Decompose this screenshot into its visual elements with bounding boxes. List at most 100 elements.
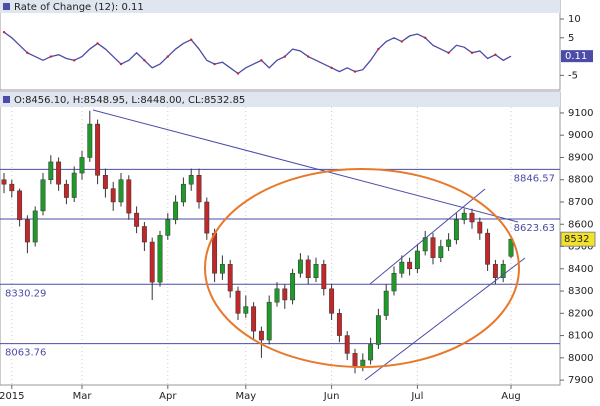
candle-body [492, 264, 498, 278]
roc-point [260, 59, 263, 62]
candle-body [9, 183, 15, 192]
candle-body [500, 264, 506, 278]
candle-body [258, 330, 264, 341]
candle-body [110, 188, 116, 203]
y-tick-label: 8100 [568, 331, 593, 342]
candle-body [461, 212, 467, 221]
candle-body [422, 237, 428, 252]
x-tick-label: 2015 [0, 391, 25, 402]
candle-body [453, 219, 459, 241]
candle-body [360, 359, 366, 367]
roc-point [26, 51, 29, 55]
last-price-box [560, 231, 596, 247]
candle-body [1, 179, 7, 185]
price-title: O:8456.10, H:8548.95, L:8448.00, CL:8532… [14, 95, 245, 106]
candle-body [407, 261, 413, 270]
price-header [0, 92, 560, 107]
roc-point [49, 55, 52, 58]
y-tick-label: 8900 [568, 152, 593, 163]
last-value-label: 0.11 [565, 51, 587, 62]
candle-body [375, 315, 381, 345]
roc-point [73, 59, 76, 62]
roc-point [143, 59, 146, 62]
roc-title: Rate of Change (12): 0.11 [14, 2, 144, 13]
channel-upper [369, 188, 486, 285]
candle-body [438, 246, 444, 258]
y-tick-label: 9000 [568, 130, 593, 141]
candle-body [297, 259, 303, 274]
candle-body [180, 183, 186, 203]
roc-panel [0, 0, 561, 91]
highlight-ellipse [204, 168, 520, 368]
candle-body [188, 175, 194, 185]
roc-point [424, 36, 427, 39]
candle-body [173, 201, 179, 221]
channel-lower [364, 257, 526, 381]
y-tick-label: -5 [568, 70, 578, 81]
roc-point [377, 47, 380, 51]
candle-body [157, 235, 163, 283]
roc-point [447, 51, 450, 55]
last-price-label: 8532 [564, 234, 589, 245]
roc-point [166, 55, 169, 58]
candle-body [290, 272, 296, 301]
candle-body [48, 161, 54, 180]
candle-body [227, 264, 233, 292]
candle-body [352, 353, 358, 367]
candle-body [430, 237, 436, 258]
candle-body [95, 123, 101, 176]
candle-body [212, 232, 218, 274]
roc-point [190, 38, 193, 41]
y-tick-label: 8300 [568, 286, 593, 297]
candle-body [165, 219, 171, 236]
roc-line [3, 31, 512, 75]
candle-body [414, 250, 420, 270]
candle-body [196, 175, 202, 203]
roc-point [400, 40, 403, 43]
roc-header [0, 0, 560, 13]
candle-body [329, 288, 335, 314]
candle-body [336, 313, 342, 336]
y-tick-label: 8700 [568, 197, 593, 208]
candle-body [126, 179, 132, 214]
candle-body [313, 264, 319, 278]
y-tick-label: 7900 [568, 375, 593, 386]
candle-body [266, 301, 272, 341]
candle-body [391, 272, 397, 292]
candle-body [469, 212, 475, 223]
level-label: 8330.29 [5, 288, 46, 299]
candle-body [149, 241, 155, 283]
candle-body [282, 288, 288, 301]
y-tick-label: 5 [568, 33, 574, 44]
roc-point [213, 62, 216, 66]
y-tick-label: 8200 [568, 308, 593, 319]
candle-body [305, 259, 311, 278]
candle-body [235, 290, 241, 314]
candle-body [134, 212, 140, 227]
candle-body [446, 239, 452, 247]
candle-body [32, 210, 38, 243]
candle-body [508, 238, 514, 257]
roc-point [470, 51, 474, 55]
y-tick-label: 8400 [568, 264, 593, 275]
roc-point [2, 30, 6, 34]
candle-body [321, 264, 327, 290]
y-tick-label: 8500 [568, 242, 593, 253]
roc-point [236, 72, 240, 75]
candle-body [17, 190, 23, 221]
x-tick-label: Apr [159, 391, 177, 402]
candle-body [368, 344, 374, 361]
candle-body [251, 306, 257, 332]
candle-body [141, 226, 147, 243]
candle-body [71, 172, 77, 198]
candle-body [79, 157, 85, 174]
y-tick-label: 10 [568, 14, 581, 25]
candle-body [485, 232, 491, 265]
roc-point [283, 55, 286, 58]
candle-body [118, 179, 124, 203]
x-tick-label: Aug [501, 391, 521, 402]
candle-body [102, 175, 108, 189]
y-tick-label: 8800 [568, 175, 593, 186]
